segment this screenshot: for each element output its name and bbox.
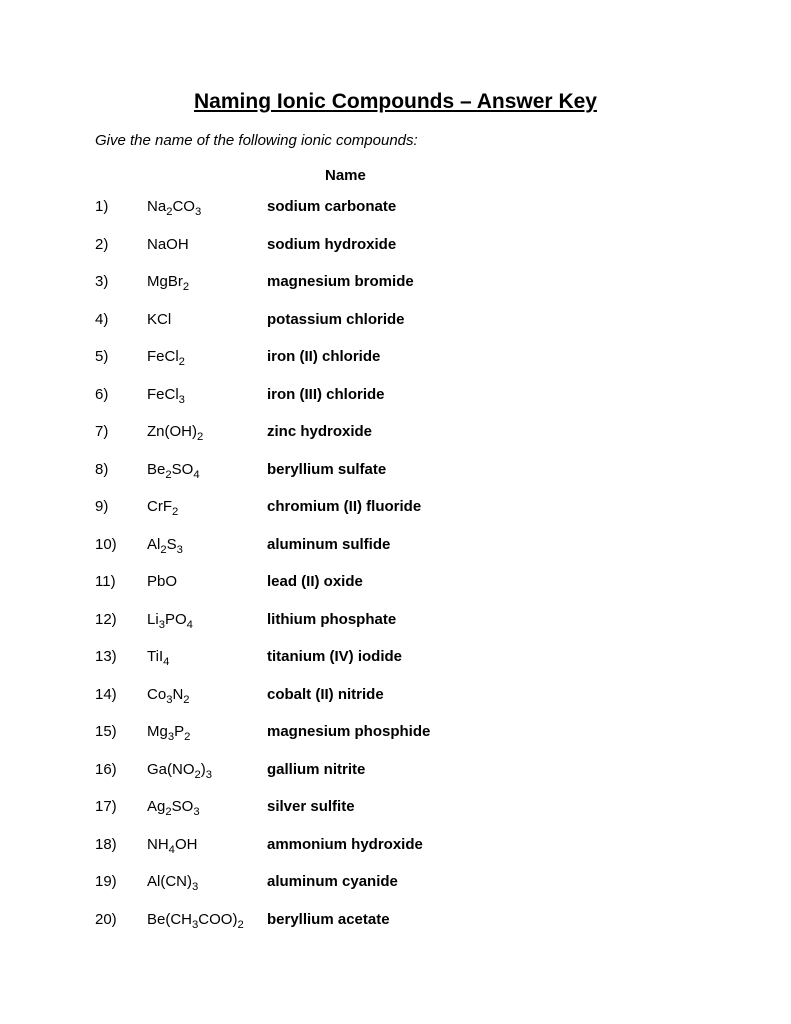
row-number: 4) xyxy=(95,311,147,328)
row-number: 14) xyxy=(95,686,147,703)
chemical-formula: FeCl2 xyxy=(147,348,267,365)
row-number: 3) xyxy=(95,273,147,290)
compound-row: 19)Al(CN)3aluminum cyanide xyxy=(95,873,696,890)
compound-name: potassium chloride xyxy=(267,311,405,328)
compound-name: titanium (IV) iodide xyxy=(267,648,402,665)
compound-row: 4)KClpotassium chloride xyxy=(95,311,696,328)
page-title: Naming Ionic Compounds – Answer Key xyxy=(95,90,696,114)
row-number: 16) xyxy=(95,761,147,778)
row-number: 1) xyxy=(95,198,147,215)
compound-row: 8)Be2SO4beryllium sulfate xyxy=(95,461,696,478)
row-number: 17) xyxy=(95,798,147,815)
compound-row: 9)CrF2chromium (II) fluoride xyxy=(95,498,696,515)
compound-name: zinc hydroxide xyxy=(267,423,372,440)
column-header: Name xyxy=(325,167,696,184)
compound-row: 17)Ag2SO3silver sulfite xyxy=(95,798,696,815)
compound-list: 1)Na2CO3sodium carbonate 2)NaOHsodium hyd… xyxy=(95,198,696,928)
chemical-formula: Ga(NO2)3 xyxy=(147,761,267,778)
chemical-formula: FeCl3 xyxy=(147,386,267,403)
compound-name: magnesium phosphide xyxy=(267,723,430,740)
compound-name: lithium phosphate xyxy=(267,611,396,628)
chemical-formula: PbO xyxy=(147,573,267,590)
compound-name: aluminum sulfide xyxy=(267,536,390,553)
compound-row: 16)Ga(NO2)3gallium nitrite xyxy=(95,761,696,778)
row-number: 5) xyxy=(95,348,147,365)
row-number: 6) xyxy=(95,386,147,403)
chemical-formula: Zn(OH)2 xyxy=(147,423,267,440)
compound-name: cobalt (II) nitride xyxy=(267,686,384,703)
chemical-formula: NaOH xyxy=(147,236,267,253)
compound-row: 10)Al2S3aluminum sulfide xyxy=(95,536,696,553)
chemical-formula: Mg3P2 xyxy=(147,723,267,740)
row-number: 11) xyxy=(95,573,147,590)
compound-name: magnesium bromide xyxy=(267,273,414,290)
compound-name: sodium carbonate xyxy=(267,198,396,215)
compound-row: 14)Co3N2cobalt (II) nitride xyxy=(95,686,696,703)
chemical-formula: Be(CH3COO)2 xyxy=(147,911,267,928)
row-number: 18) xyxy=(95,836,147,853)
row-number: 9) xyxy=(95,498,147,515)
compound-row: 7)Zn(OH)2zinc hydroxide xyxy=(95,423,696,440)
row-number: 13) xyxy=(95,648,147,665)
compound-name: sodium hydroxide xyxy=(267,236,396,253)
chemical-formula: TiI4 xyxy=(147,648,267,665)
compound-row: 1)Na2CO3sodium carbonate xyxy=(95,198,696,215)
chemical-formula: Ag2SO3 xyxy=(147,798,267,815)
compound-row: 3)MgBr2magnesium bromide xyxy=(95,273,696,290)
row-number: 20) xyxy=(95,911,147,928)
chemical-formula: Li3PO4 xyxy=(147,611,267,628)
document-page: Naming Ionic Compounds – Answer Key Give… xyxy=(0,0,791,988)
row-number: 2) xyxy=(95,236,147,253)
chemical-formula: Na2CO3 xyxy=(147,198,267,215)
row-number: 7) xyxy=(95,423,147,440)
compound-name: beryllium sulfate xyxy=(267,461,386,478)
compound-name: silver sulfite xyxy=(267,798,355,815)
chemical-formula: Be2SO4 xyxy=(147,461,267,478)
compound-row: 13)TiI4titanium (IV) iodide xyxy=(95,648,696,665)
compound-row: 2)NaOHsodium hydroxide xyxy=(95,236,696,253)
row-number: 12) xyxy=(95,611,147,628)
compound-row: 20)Be(CH3COO)2beryllium acetate xyxy=(95,911,696,928)
compound-name: gallium nitrite xyxy=(267,761,365,778)
row-number: 10) xyxy=(95,536,147,553)
compound-row: 18)NH4OHammonium hydroxide xyxy=(95,836,696,853)
compound-name: iron (III) chloride xyxy=(267,386,385,403)
instruction-text: Give the name of the following ionic com… xyxy=(95,132,696,149)
compound-name: chromium (II) fluoride xyxy=(267,498,421,515)
compound-name: ammonium hydroxide xyxy=(267,836,423,853)
chemical-formula: Al(CN)3 xyxy=(147,873,267,890)
compound-row: 15)Mg3P2magnesium phosphide xyxy=(95,723,696,740)
compound-name: lead (II) oxide xyxy=(267,573,363,590)
chemical-formula: CrF2 xyxy=(147,498,267,515)
chemical-formula: NH4OH xyxy=(147,836,267,853)
compound-row: 5)FeCl2iron (II) chloride xyxy=(95,348,696,365)
chemical-formula: MgBr2 xyxy=(147,273,267,290)
compound-row: 11)PbOlead (II) oxide xyxy=(95,573,696,590)
compound-name: iron (II) chloride xyxy=(267,348,380,365)
row-number: 15) xyxy=(95,723,147,740)
compound-name: aluminum cyanide xyxy=(267,873,398,890)
compound-row: 12)Li3PO4lithium phosphate xyxy=(95,611,696,628)
chemical-formula: Al2S3 xyxy=(147,536,267,553)
chemical-formula: KCl xyxy=(147,311,267,328)
compound-row: 6)FeCl3iron (III) chloride xyxy=(95,386,696,403)
compound-name: beryllium acetate xyxy=(267,911,390,928)
chemical-formula: Co3N2 xyxy=(147,686,267,703)
row-number: 19) xyxy=(95,873,147,890)
row-number: 8) xyxy=(95,461,147,478)
